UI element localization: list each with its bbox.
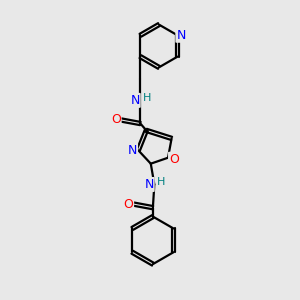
Text: H: H <box>143 93 151 103</box>
Text: H: H <box>157 177 165 187</box>
Text: N: N <box>176 29 186 42</box>
Text: N: N <box>144 178 154 191</box>
Text: N: N <box>128 144 137 157</box>
Text: O: O <box>169 153 179 166</box>
Text: O: O <box>111 113 121 127</box>
Text: O: O <box>123 198 133 211</box>
Text: N: N <box>130 94 140 107</box>
